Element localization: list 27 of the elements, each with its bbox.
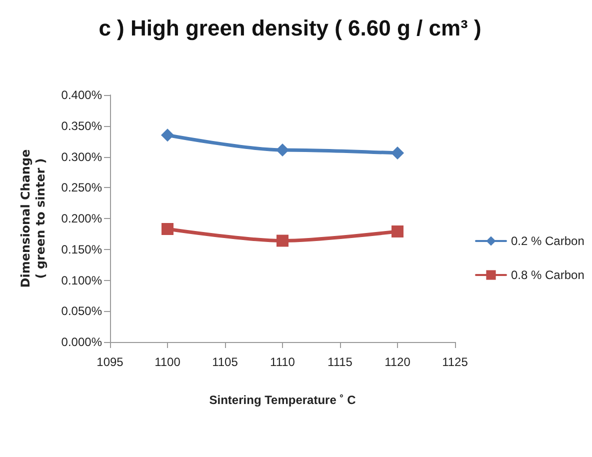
y-tick-label: 0.100% — [61, 273, 102, 288]
y-tick-label: 0.250% — [61, 180, 102, 195]
point — [276, 143, 289, 156]
y-tick-label: 0.300% — [61, 150, 102, 164]
point — [161, 128, 174, 142]
x-tick-label: 1115 — [328, 355, 353, 369]
x-axis-title: Sintering Temperature ˚ C — [209, 393, 356, 407]
x-tick-label: 1105 — [212, 355, 238, 369]
x-tick-label: 1120 — [384, 355, 411, 369]
point — [276, 234, 288, 247]
point — [162, 222, 174, 235]
y-tick-label: 0.400% — [61, 88, 102, 102]
point — [392, 225, 404, 238]
y-axis-title: Dimensional Change ( green to sinter ) — [18, 149, 48, 288]
y-tick-label: 0.050% — [61, 304, 102, 318]
y-tick-label: 0.200% — [61, 212, 102, 226]
x-tick-label: 1125 — [442, 355, 468, 369]
y-tick-label: 0.350% — [61, 118, 102, 133]
legend-label: 0.2 % Carbon — [511, 234, 584, 248]
x-tick-label: 1100 — [154, 355, 181, 369]
chart-title: c ) High green density ( 6.60 g / cm³ ) — [98, 16, 482, 40]
y-tick-label: 0.000% — [61, 335, 102, 349]
x-tick-label: 1095 — [96, 355, 124, 369]
y-tick-label: 0.150% — [61, 242, 102, 256]
x-tick-label: 1110 — [270, 355, 296, 369]
point — [391, 146, 404, 160]
legend-label: 0.8 % Carbon — [511, 268, 584, 282]
